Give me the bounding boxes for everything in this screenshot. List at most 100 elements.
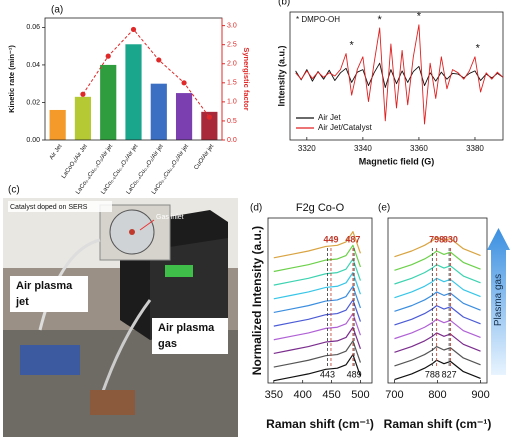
panel-label: (c)	[8, 185, 20, 196]
plot-frame	[267, 217, 373, 384]
device-front	[150, 238, 228, 340]
panel-label: (b)	[278, 0, 290, 8]
x-tick-label: 3380	[466, 144, 484, 153]
factor-point	[156, 57, 162, 63]
x-tick-label: Air Jet	[49, 143, 64, 161]
series-line	[273, 326, 362, 354]
annotation: * DMPO-OH	[296, 15, 340, 24]
series-line	[273, 231, 362, 259]
x-axis-title: Raman shift (cm⁻¹)	[384, 417, 492, 431]
y2-tick-label: 0.5	[227, 118, 237, 125]
y2-tick-label: 2.0	[227, 61, 237, 68]
x-tick-label: 500	[351, 389, 369, 401]
series-line	[273, 244, 362, 273]
legend-label: Air Jet/Catalyst	[318, 123, 373, 132]
y2-tick-label: 1.5	[227, 80, 237, 87]
x-tick-label: LaCoO₃/Air Jet	[61, 143, 89, 180]
series-line	[394, 345, 481, 367]
series-line	[394, 291, 481, 312]
peak-marker: *	[350, 40, 355, 52]
plasma-arrow	[487, 228, 510, 375]
peak-label: 443	[320, 369, 335, 379]
x-tick-label: 3340	[354, 144, 372, 153]
catalyst-label: Catalyst doped on SERS	[10, 204, 88, 211]
peak-label: 788	[425, 369, 440, 379]
factor-line	[82, 28, 210, 118]
bar	[201, 111, 218, 140]
x-tick-label: 400	[293, 389, 311, 401]
factor-point	[130, 26, 137, 33]
x-tick-label: 800	[428, 389, 446, 401]
label-box	[8, 201, 112, 212]
series-line	[394, 264, 481, 285]
arrow-label: Plasma gas	[493, 274, 504, 326]
x-axis-title: Magnetic field (G)	[359, 156, 435, 166]
plot-frame	[289, 11, 504, 141]
y-axis-title: Kinetic rate (min⁻¹)	[7, 45, 16, 113]
peak-marker: *	[417, 11, 422, 23]
panel-label: (e)	[378, 203, 390, 214]
label-box	[152, 318, 228, 354]
chart-title: F2g Co-O	[296, 202, 345, 214]
bar	[175, 93, 193, 140]
series-line	[273, 312, 362, 341]
x-tick-label: CuO/Air jet	[194, 143, 216, 171]
jet-label: Air plasma	[16, 280, 73, 292]
legend-label: Air Jet	[318, 113, 341, 122]
series-line	[394, 305, 481, 326]
label-box	[10, 276, 88, 312]
bar	[74, 96, 92, 140]
y-tick-label: 0.06	[26, 24, 40, 31]
peak-label: 827	[442, 369, 457, 379]
x-tick-label: 3320	[298, 144, 316, 153]
peak-label: 449	[323, 234, 338, 244]
photo-panel: Catalyst doped on SERS Gas inlet Air pla…	[3, 185, 238, 437]
y-tick-label: 0.00	[26, 137, 40, 144]
inlet-label: Gas inlet	[156, 214, 184, 221]
y2-tick-label: 2.5	[227, 42, 237, 49]
series-line	[273, 272, 362, 300]
factor-point	[206, 114, 212, 120]
x-tick-label: 350	[265, 389, 283, 401]
factor-point	[80, 91, 86, 97]
x-axis-title: Raman shift (cm⁻¹)	[266, 417, 374, 431]
series-line	[273, 285, 362, 314]
bar	[49, 109, 66, 140]
bar	[125, 44, 142, 140]
factor-point	[105, 53, 111, 59]
bar	[150, 83, 167, 140]
series-line	[295, 24, 504, 125]
sample-spot	[129, 229, 135, 235]
y-tick-label: 0.04	[26, 62, 40, 69]
peak-marker: *	[378, 14, 383, 26]
series-line	[273, 340, 362, 368]
equipment	[90, 390, 135, 415]
jet-label: jet	[15, 296, 29, 308]
series-line	[394, 318, 481, 340]
series-line	[394, 236, 481, 258]
x-tick-label: 900	[471, 389, 489, 401]
equipment	[20, 345, 80, 375]
series-line	[394, 332, 481, 353]
gas-label: Air plasma	[158, 322, 215, 334]
tube	[98, 299, 152, 401]
y-axis-title: Normalized Intensity (a.u.)	[250, 226, 264, 375]
y2-axis-title: Synergistic factor	[242, 47, 251, 110]
peak-label: 798	[429, 234, 444, 244]
x-tick-label: 450	[322, 389, 340, 401]
series-line	[273, 299, 362, 327]
device-light	[165, 265, 193, 277]
series-line	[394, 250, 481, 271]
panel-label: (d)	[250, 203, 262, 214]
bar	[100, 64, 117, 140]
series-line	[394, 277, 481, 299]
y2-tick-label: 0.0	[227, 137, 237, 144]
series-line	[273, 258, 362, 286]
peak-label: 487	[345, 234, 360, 244]
pointer	[139, 219, 155, 231]
panel-label: (a)	[51, 5, 63, 16]
tube	[38, 238, 101, 331]
series-line	[273, 353, 362, 382]
x-tick-label: 3360	[410, 144, 428, 153]
